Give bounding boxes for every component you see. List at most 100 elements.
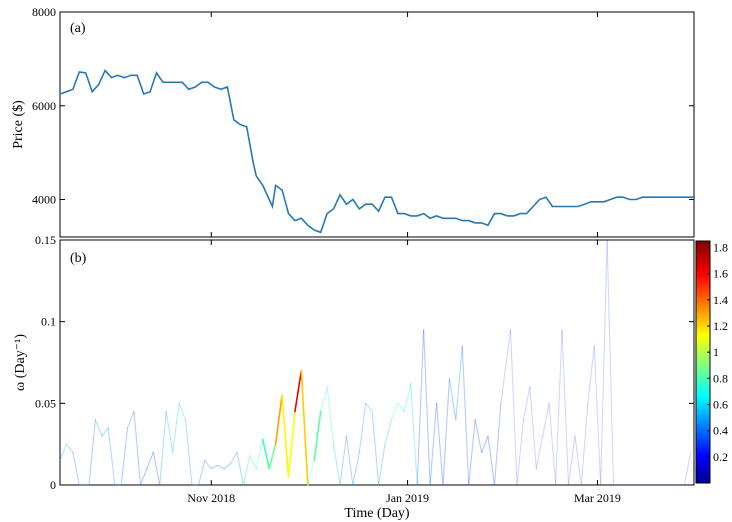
omega-segment	[127, 410, 135, 429]
omega-segment	[101, 427, 109, 437]
omega-segment	[172, 402, 180, 453]
omega-segment	[178, 402, 187, 421]
panel-b-ylabel: ω (Day⁻¹)	[13, 334, 28, 391]
omega-segment	[88, 419, 96, 486]
omega-segment	[365, 402, 373, 413]
omega-segment	[461, 345, 470, 486]
price-line	[59, 69, 694, 234]
panel-b-ytick-label: 0	[50, 478, 56, 492]
omega-segment	[261, 438, 270, 470]
colorbar-tick-label: 0.2	[713, 450, 728, 464]
omega-segment	[236, 451, 244, 486]
omega-segment	[487, 435, 496, 486]
omega-segment	[107, 427, 116, 486]
omega-segment	[535, 435, 544, 470]
omega-segment	[429, 402, 438, 486]
omega-segment	[210, 464, 219, 470]
omega-segment	[94, 419, 103, 437]
panel-a-label: (a)	[70, 21, 86, 36]
omega-segment	[442, 378, 450, 486]
omega-segment	[423, 329, 431, 486]
colorbar: 0.2 0.4 0.6 0.8 1 1.2 1.4 1.6 1.8	[695, 240, 728, 484]
colorbar-tick-label: 1.2	[713, 319, 728, 333]
omega-segment	[204, 459, 212, 470]
omega-segment	[403, 383, 412, 413]
panel-a-ytick-label: 4000	[32, 193, 56, 207]
omega-segment	[474, 419, 483, 453]
panel-b-xtick-label: Jan 2019	[386, 491, 429, 505]
panel-b-ytick-label: 0.05	[35, 396, 56, 410]
omega-segment	[294, 369, 303, 413]
omega-segment	[217, 464, 225, 470]
panel-b-xlabel: Time (Day)	[344, 506, 410, 521]
omega-segment	[416, 329, 425, 486]
omega-segment	[510, 329, 518, 486]
colorbar-tick-label: 0.4	[713, 424, 728, 438]
omega-segment	[574, 435, 582, 486]
omega-segment	[242, 455, 251, 486]
omega-segment	[197, 459, 206, 486]
omega-segment	[152, 451, 161, 486]
panel-a-ytick-label: 8000	[32, 5, 56, 19]
omega-segment	[72, 451, 80, 486]
omega-segment	[410, 383, 418, 486]
omega-segment	[287, 410, 296, 478]
omega-segment	[358, 402, 367, 453]
omega-segment	[448, 378, 457, 421]
omega-segment	[580, 402, 589, 486]
panel-b-ticks: 0 0.05 0.1 0.15 Nov 2018 Jan 2019 Mar 2019	[35, 233, 694, 505]
omega-segment	[326, 386, 335, 445]
colorbar-tick-label: 1.8	[713, 241, 728, 255]
omega-segment	[378, 443, 386, 486]
omega-segment	[522, 386, 531, 421]
panel-b: 0 0.05 0.1 0.15 Nov 2018 Jan 2019 Mar 2019 (b)…	[13, 233, 695, 521]
omega-segment	[159, 410, 167, 486]
omega-segment	[339, 435, 347, 486]
omega-segment	[567, 435, 576, 486]
panel-b-ytick-label: 0.15	[35, 233, 56, 247]
colorbar-tick-label: 0.6	[713, 398, 728, 412]
omega-segment	[600, 239, 608, 486]
omega-segment	[555, 329, 563, 486]
omega-segment	[500, 329, 512, 404]
omega-segment	[397, 402, 405, 413]
omega-segment	[587, 345, 595, 404]
omega-segment	[281, 394, 290, 478]
omega-segment	[352, 451, 360, 486]
price-series	[59, 69, 694, 234]
omega-segment	[139, 468, 148, 486]
omega-segment	[435, 402, 444, 486]
panel-b-frame	[59, 239, 695, 486]
omega-segment	[165, 410, 174, 453]
omega-segment	[313, 410, 322, 462]
omega-segment	[59, 443, 67, 462]
omega-segment	[481, 435, 489, 453]
omega-segment	[133, 410, 142, 486]
omega-segment	[384, 419, 393, 445]
panel-a-ticks: 4000 6000 8000	[32, 5, 694, 237]
omega-segment	[455, 345, 463, 421]
omega-segment	[371, 410, 380, 486]
omega-segment	[320, 386, 328, 413]
colorbar-ticks: 0.2 0.4 0.6 0.8 1 1.2 1.4 1.6 1.8	[707, 241, 728, 464]
omega-segment	[274, 394, 283, 445]
omega-segment	[255, 438, 264, 470]
panel-a: 4000 6000 8000 (a) Price ($)	[11, 5, 695, 238]
omega-segment	[65, 443, 74, 453]
colorbar-tick-label: 1.6	[713, 267, 728, 281]
omega-segment	[230, 451, 238, 465]
omega-segment	[146, 451, 154, 470]
colorbar-gradient	[695, 240, 711, 484]
panel-b-label: (b)	[70, 251, 87, 266]
omega-segment	[468, 419, 476, 486]
omega-segment	[249, 455, 257, 470]
omega-segment	[593, 345, 602, 486]
omega-segment	[223, 463, 232, 470]
panel-a-ytick-label: 6000	[32, 99, 56, 113]
panel-b-xtick-label: Nov 2018	[187, 491, 235, 505]
omega-segment	[516, 419, 524, 486]
omega-segment	[606, 239, 615, 486]
panel-a-frame	[59, 11, 695, 238]
omega-segment	[268, 443, 277, 470]
